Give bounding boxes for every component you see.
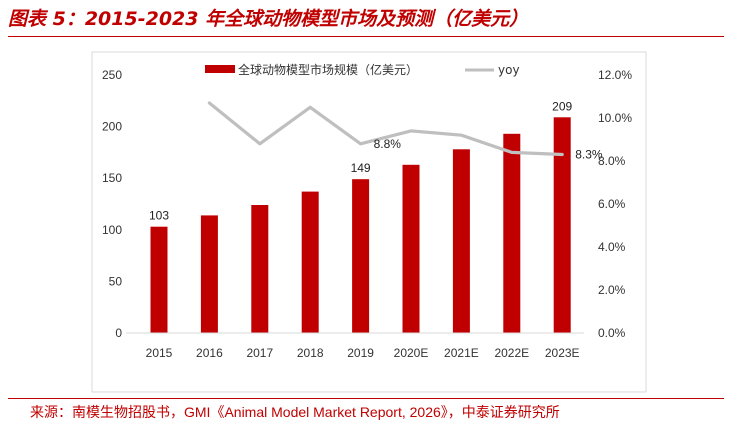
x-tick-2021E: 2021E xyxy=(444,346,479,360)
bar-2016 xyxy=(200,215,218,333)
yoy-label-2023E: 8.3% xyxy=(575,148,603,162)
y-right-tick-4.0%: 4.0% xyxy=(598,240,626,254)
y-right-tick-2.0%: 2.0% xyxy=(598,283,626,297)
x-tick-2020E: 2020E xyxy=(394,346,429,360)
x-tick-2017: 2017 xyxy=(246,346,273,360)
y-left-tick-0: 0 xyxy=(115,326,122,340)
legend-bar-swatch xyxy=(205,65,235,73)
yoy-label-2019: 8.8% xyxy=(374,137,402,151)
x-tick-2022E: 2022E xyxy=(494,346,529,360)
y-left-tick-150: 150 xyxy=(102,171,122,185)
y-left-tick-250: 250 xyxy=(102,68,122,82)
bar-label-2019: 149 xyxy=(351,161,371,175)
bar-2015 xyxy=(150,226,168,333)
chart-title: 图表 5：2015-2023 年全球动物模型市场及预测（亿美元） xyxy=(8,8,529,30)
line-layer xyxy=(207,101,564,157)
bar-2017 xyxy=(251,205,269,333)
bar-label-2023E: 209 xyxy=(552,99,572,113)
legend-bar-label: 全球动物模型市场规模（亿美元） xyxy=(238,62,418,77)
y-left-tick-100: 100 xyxy=(102,223,122,237)
x-tick-2018: 2018 xyxy=(297,346,324,360)
bar-2019 xyxy=(352,179,370,333)
x-tick-2019: 2019 xyxy=(347,346,374,360)
bar-2021E xyxy=(452,149,470,333)
y-right-tick-0.0%: 0.0% xyxy=(598,326,626,340)
title-divider xyxy=(8,36,724,37)
yoy-line xyxy=(207,101,564,157)
bar-2018 xyxy=(301,191,319,333)
y-left-tick-200: 200 xyxy=(102,120,122,134)
source-report: GMI《Animal Model Market Report, 2026》 xyxy=(184,404,448,420)
source-divider xyxy=(8,398,724,399)
axis-layer: 0 50 100 150 200 250 0.0% 2.0% 4.0% 6.0% 8.0% 10.0%… xyxy=(102,68,632,360)
y-right-tick-8.0%: 8.0% xyxy=(598,154,626,168)
labels-layer: 103 149 209 8.8% 8.3% xyxy=(149,99,603,222)
source-suffix: ，中泰证券研究所 xyxy=(447,405,560,421)
bars-layer xyxy=(150,117,571,333)
x-tick-2023E: 2023E xyxy=(545,346,580,360)
x-tick-2016: 2016 xyxy=(196,346,223,360)
legend-line-label: yoy xyxy=(498,63,520,77)
plot-frame xyxy=(91,51,647,393)
bar-2023E xyxy=(553,117,571,333)
y-left-tick-50: 50 xyxy=(109,274,123,288)
bar-label-2015: 103 xyxy=(149,209,169,223)
source-note: 来源：南模生物招股书，GMI《Animal Model Market Repor… xyxy=(30,402,560,423)
bar-2020E xyxy=(402,164,420,333)
source-prefix: 来源：南模生物招股书， xyxy=(30,405,184,421)
y-right-tick-6.0%: 6.0% xyxy=(598,197,626,211)
x-tick-2015: 2015 xyxy=(146,346,173,360)
y-right-tick-10.0%: 10.0% xyxy=(598,111,632,125)
legend: 全球动物模型市场规模（亿美元） yoy xyxy=(205,62,520,77)
bar-2022E xyxy=(503,133,521,333)
y-right-tick-12.0%: 12.0% xyxy=(598,68,632,82)
